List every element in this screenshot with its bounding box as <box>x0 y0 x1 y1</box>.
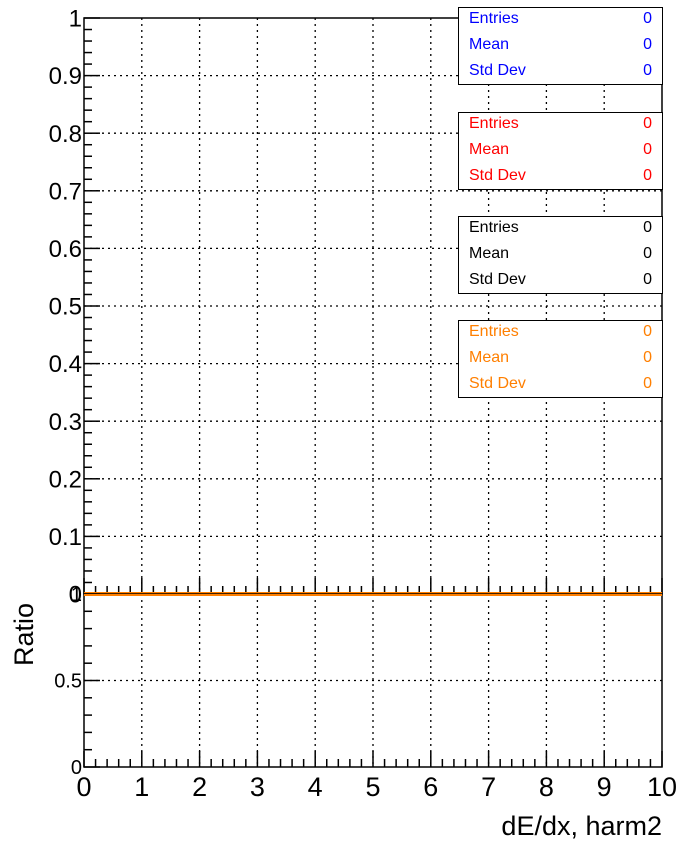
stat-label: Mean <box>469 245 510 262</box>
y-tick-label: 0.9 <box>49 63 82 90</box>
stat-value: 0 <box>643 271 652 288</box>
y-tick-label: 1 <box>69 6 82 33</box>
stat-mean-row: Mean 0 <box>469 139 652 161</box>
stat-label: Mean <box>469 141 510 158</box>
y-tick-label: 0.8 <box>49 121 82 148</box>
stats-box: Entries 0 Mean 0 Std Dev 0 <box>458 7 663 85</box>
stat-value: 0 <box>643 10 652 27</box>
stat-value: 0 <box>643 115 652 132</box>
ratio-panel: 00.510 1 2 3 4 5 6 7 8 9 10 <box>54 584 677 802</box>
stat-entries-row: Entries 0 <box>469 8 652 30</box>
stat-label: Entries <box>469 219 519 236</box>
y-tick-label: 0.4 <box>49 351 82 378</box>
x-tick-label: 6 <box>423 772 438 802</box>
stat-label: Mean <box>469 36 510 53</box>
x-tick-label: 9 <box>597 772 612 802</box>
y-tick-label: 0.5 <box>54 671 82 693</box>
y-tick-label: 0.6 <box>49 236 82 263</box>
stats-box: Entries 0 Mean 0 Std Dev 0 <box>458 216 663 294</box>
stat-label: Std Dev <box>469 375 526 392</box>
x-tick-label: 1 <box>134 772 149 802</box>
stats-box: Entries 0 Mean 0 Std Dev 0 <box>458 112 663 190</box>
stat-label: Std Dev <box>469 271 526 288</box>
x-tick-label: 2 <box>192 772 207 802</box>
y-axis-label: Ratio <box>9 603 39 666</box>
stat-label: Entries <box>469 10 519 27</box>
stat-mean-row: Mean 0 <box>469 347 652 369</box>
x-tick-label: 3 <box>250 772 265 802</box>
stat-label: Entries <box>469 323 519 340</box>
stat-value: 0 <box>643 141 652 158</box>
y-tick-label: 0.1 <box>49 524 82 551</box>
stat-label: Mean <box>469 349 510 366</box>
stat-entries-row: Entries 0 <box>469 321 652 343</box>
stat-value: 0 <box>643 219 652 236</box>
x-tick-label: 4 <box>308 772 323 802</box>
stats-box: Entries 0 Mean 0 Std Dev 0 <box>458 320 663 398</box>
y-tick-label: 0 <box>71 757 82 779</box>
stat-label: Std Dev <box>469 167 526 184</box>
x-axis-label: dE/dx, harm2 <box>501 811 662 841</box>
stat-mean-row: Mean 0 <box>469 34 652 56</box>
x-tick-label: 5 <box>365 772 380 802</box>
y-tick-label: 0.2 <box>49 466 82 493</box>
x-tick-label: 0 <box>76 772 91 802</box>
stat-stddev-row: Std Dev 0 <box>469 165 652 187</box>
stat-value: 0 <box>643 245 652 262</box>
stat-value: 0 <box>643 349 652 366</box>
stat-entries-row: Entries 0 <box>469 113 652 135</box>
stat-value: 0 <box>643 375 652 392</box>
y-tick-label: 1 <box>71 584 82 606</box>
stat-stddev-row: Std Dev 0 <box>469 60 652 82</box>
x-tick-label: 7 <box>481 772 496 802</box>
stat-value: 0 <box>643 323 652 340</box>
x-tick-label: 10 <box>647 772 677 802</box>
x-tick-label: 8 <box>539 772 554 802</box>
stat-entries-row: Entries 0 <box>469 217 652 239</box>
y-tick-label: 0.7 <box>49 178 82 205</box>
y-tick-label: 0 <box>69 582 82 609</box>
stat-mean-row: Mean 0 <box>469 243 652 265</box>
y-tick-label: 0.5 <box>49 294 82 321</box>
stat-label: Entries <box>469 115 519 132</box>
stat-value: 0 <box>643 167 652 184</box>
stat-value: 0 <box>643 36 652 53</box>
stat-stddev-row: Std Dev 0 <box>469 269 652 291</box>
stat-value: 0 <box>643 62 652 79</box>
stat-stddev-row: Std Dev 0 <box>469 373 652 395</box>
y-tick-label: 0.3 <box>49 409 82 436</box>
stat-label: Std Dev <box>469 62 526 79</box>
top-panel: 0 0.1 0.2 0.3 0.4 0.5 0.6 0.7 0.8 0.9 1 <box>49 6 663 609</box>
